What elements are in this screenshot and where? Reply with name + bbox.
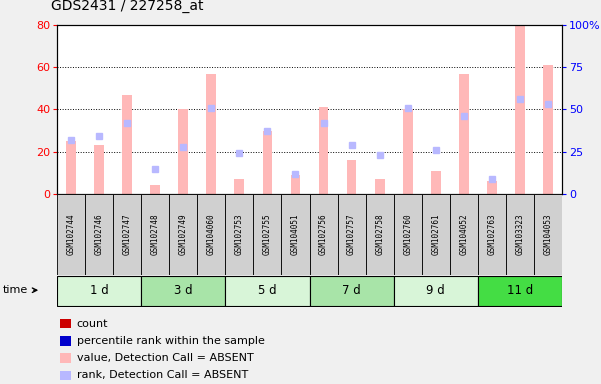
Bar bbox=[506, 194, 534, 275]
Bar bbox=[403, 109, 412, 194]
Bar bbox=[394, 194, 422, 275]
Bar bbox=[225, 276, 310, 306]
Bar bbox=[515, 25, 525, 194]
Bar bbox=[254, 194, 281, 275]
Bar bbox=[85, 194, 113, 275]
Text: GSM102753: GSM102753 bbox=[235, 214, 244, 255]
Bar bbox=[234, 179, 244, 194]
Text: 5 d: 5 d bbox=[258, 284, 276, 297]
Bar bbox=[150, 185, 160, 194]
Text: GSM102763: GSM102763 bbox=[487, 214, 496, 255]
Text: GSM104060: GSM104060 bbox=[207, 214, 216, 255]
Text: count: count bbox=[77, 318, 108, 329]
Text: GSM102755: GSM102755 bbox=[263, 214, 272, 255]
Bar bbox=[141, 276, 225, 306]
Bar bbox=[478, 194, 506, 275]
Bar bbox=[338, 194, 365, 275]
Bar bbox=[263, 131, 272, 194]
Text: GDS2431 / 227258_at: GDS2431 / 227258_at bbox=[51, 0, 204, 13]
Text: GSM102756: GSM102756 bbox=[319, 214, 328, 255]
Bar bbox=[123, 95, 132, 194]
Bar bbox=[534, 194, 562, 275]
Bar bbox=[450, 194, 478, 275]
Text: GSM102761: GSM102761 bbox=[432, 214, 440, 255]
Text: GSM102744: GSM102744 bbox=[67, 214, 76, 255]
Bar bbox=[59, 336, 71, 346]
Bar bbox=[59, 371, 71, 380]
Text: GSM102757: GSM102757 bbox=[347, 214, 356, 255]
Bar bbox=[141, 194, 169, 275]
Text: GSM104053: GSM104053 bbox=[543, 214, 552, 255]
Bar bbox=[207, 74, 216, 194]
Bar bbox=[394, 276, 478, 306]
Bar bbox=[375, 179, 385, 194]
Bar bbox=[365, 194, 394, 275]
Bar bbox=[57, 276, 141, 306]
Bar bbox=[487, 181, 496, 194]
Bar bbox=[225, 194, 254, 275]
Bar bbox=[310, 194, 338, 275]
Bar bbox=[459, 74, 469, 194]
Text: GSM104052: GSM104052 bbox=[459, 214, 468, 255]
Bar bbox=[347, 160, 356, 194]
Text: GSM102760: GSM102760 bbox=[403, 214, 412, 255]
Text: GSM102749: GSM102749 bbox=[179, 214, 188, 255]
Bar bbox=[59, 319, 71, 328]
Text: value, Detection Call = ABSENT: value, Detection Call = ABSENT bbox=[77, 353, 254, 363]
Bar bbox=[197, 194, 225, 275]
Text: GSM102747: GSM102747 bbox=[123, 214, 132, 255]
Bar bbox=[291, 175, 300, 194]
Bar bbox=[422, 194, 450, 275]
Text: 11 d: 11 d bbox=[507, 284, 533, 297]
Bar bbox=[57, 194, 85, 275]
Bar bbox=[319, 107, 328, 194]
Text: percentile rank within the sample: percentile rank within the sample bbox=[77, 336, 264, 346]
Text: GSM103323: GSM103323 bbox=[516, 214, 524, 255]
Text: 3 d: 3 d bbox=[174, 284, 192, 297]
Bar bbox=[94, 146, 104, 194]
Text: time: time bbox=[3, 285, 37, 295]
Text: 7 d: 7 d bbox=[342, 284, 361, 297]
Bar bbox=[113, 194, 141, 275]
Text: GSM102758: GSM102758 bbox=[375, 214, 384, 255]
Text: 9 d: 9 d bbox=[426, 284, 445, 297]
Bar bbox=[59, 353, 71, 363]
Bar bbox=[478, 276, 562, 306]
Text: GSM104051: GSM104051 bbox=[291, 214, 300, 255]
Bar bbox=[178, 109, 188, 194]
Bar bbox=[66, 141, 76, 194]
Bar bbox=[431, 171, 441, 194]
Text: GSM102748: GSM102748 bbox=[151, 214, 160, 255]
Text: rank, Detection Call = ABSENT: rank, Detection Call = ABSENT bbox=[77, 370, 248, 381]
Bar bbox=[310, 276, 394, 306]
Text: 1 d: 1 d bbox=[90, 284, 109, 297]
Text: GSM102746: GSM102746 bbox=[95, 214, 103, 255]
Bar bbox=[169, 194, 197, 275]
Bar bbox=[543, 65, 553, 194]
Bar bbox=[281, 194, 310, 275]
